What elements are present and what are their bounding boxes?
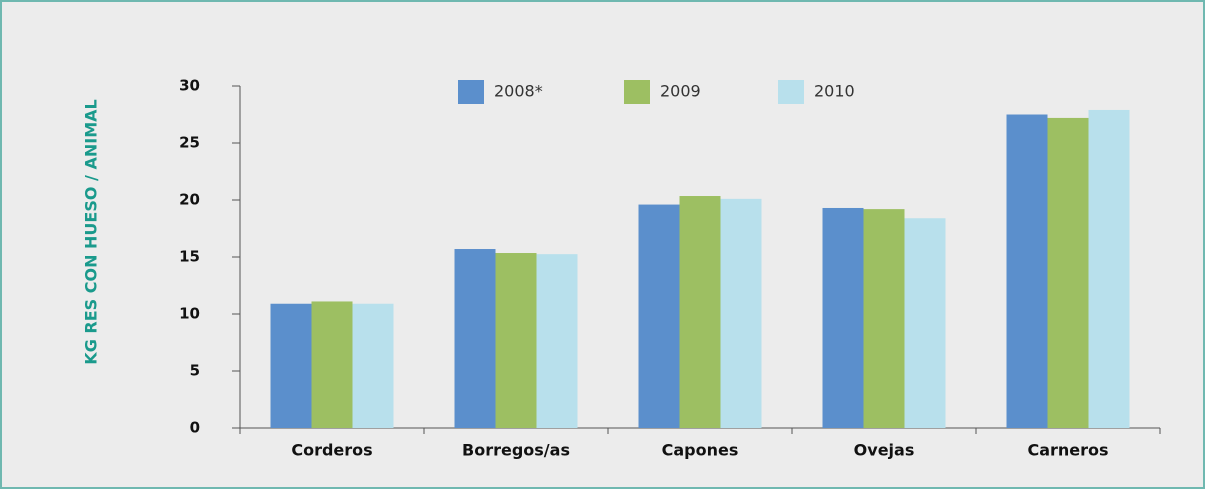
bar (1088, 109, 1130, 428)
y-axis-label: KG RES CON HUESO / ANIMAL (82, 99, 101, 364)
legend-label: 2010 (814, 82, 855, 101)
x-tick-label: Carneros (1027, 441, 1108, 460)
y-tick-label: 30 (179, 77, 200, 95)
legend-swatch (624, 80, 650, 104)
bar (536, 254, 578, 428)
bar (495, 253, 537, 428)
y-tick-label: 10 (179, 305, 200, 323)
bar (863, 209, 905, 428)
x-tick-label: Ovejas (854, 441, 915, 460)
bar (311, 301, 353, 428)
bar (679, 196, 721, 428)
x-tick-label: Borregos/as (462, 441, 570, 460)
x-tick-label: Corderos (291, 441, 372, 460)
bar (638, 204, 680, 428)
legend-swatch (458, 80, 484, 104)
y-tick-label: 25 (179, 134, 200, 152)
bar (270, 303, 312, 428)
legend-label: 2009 (660, 82, 701, 101)
bar (904, 218, 946, 428)
bar (352, 303, 394, 428)
bar (1047, 117, 1089, 429)
y-tick-label: 0 (190, 419, 200, 437)
y-tick-label: 5 (190, 362, 200, 380)
bar (1006, 114, 1048, 428)
bar (720, 198, 762, 428)
legend-swatch (778, 80, 804, 104)
bar (454, 249, 496, 428)
bar (822, 207, 864, 428)
y-tick-label: 15 (179, 248, 200, 266)
legend-label: 2008* (494, 82, 543, 101)
y-tick-label: 20 (179, 191, 200, 209)
x-tick-label: Capones (662, 441, 739, 460)
